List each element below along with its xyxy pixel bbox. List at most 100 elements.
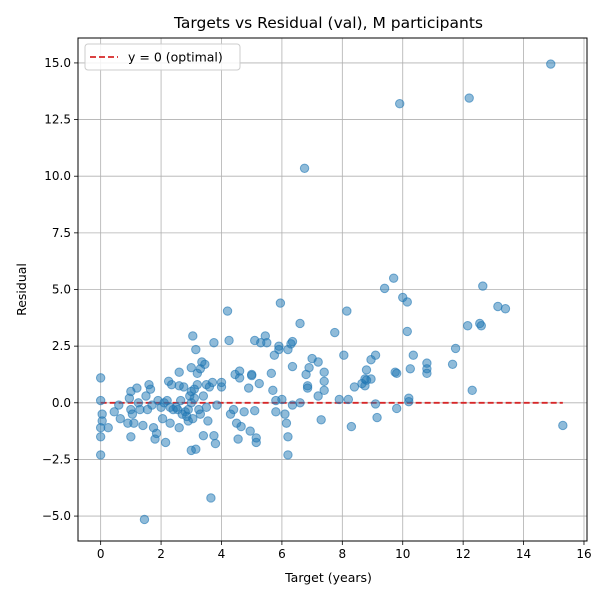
data-point (103, 423, 113, 433)
axis-ticks: 0 2 4 6 8 10 12 14 16 −5.0 −2.5 0.0 2.5 5.0 7.5 10.0 12.… (42, 56, 592, 561)
data-point (319, 367, 329, 377)
data-point (280, 409, 290, 419)
data-point (188, 331, 198, 341)
data-point (319, 385, 329, 396)
data-point (450, 343, 461, 354)
data-point (189, 393, 199, 403)
data-points (95, 59, 568, 525)
data-point (166, 379, 177, 390)
data-point (558, 420, 568, 431)
data-point (379, 283, 390, 294)
data-point (209, 430, 219, 441)
data-point (313, 391, 323, 401)
data-point (239, 407, 249, 417)
y-tick-label: −2.5 (42, 452, 71, 466)
data-point (361, 365, 372, 375)
data-point (224, 335, 234, 346)
data-point (198, 430, 209, 441)
y-tick-label: 10.0 (44, 169, 71, 183)
data-point (275, 298, 286, 308)
data-point (151, 428, 162, 439)
data-point (233, 434, 243, 444)
data-point (283, 450, 293, 460)
data-point (268, 385, 278, 396)
data-point (176, 395, 186, 406)
data-point (95, 373, 106, 383)
data-point (391, 403, 402, 414)
x-tick-label: 10 (395, 547, 410, 561)
data-point (145, 384, 156, 394)
y-tick-label: 7.5 (52, 226, 71, 240)
data-point (391, 368, 402, 379)
data-point (115, 413, 125, 424)
data-point (251, 433, 261, 443)
data-point (174, 367, 184, 377)
data-point (216, 382, 227, 392)
data-point (206, 493, 216, 503)
data-point (201, 402, 212, 413)
data-point (500, 304, 511, 314)
data-point (287, 361, 298, 372)
legend: y = 0 (optimal) (84, 43, 241, 71)
data-point (476, 321, 486, 331)
x-axis-label: Target (years) (284, 570, 372, 585)
y-tick-label: −5.0 (42, 509, 71, 523)
legend-box (84, 43, 241, 71)
data-point (546, 59, 556, 69)
data-point (295, 398, 305, 408)
data-point (160, 437, 171, 448)
data-point (287, 336, 298, 347)
x-tick-label: 14 (516, 547, 531, 561)
y-tick-label: 15.0 (44, 56, 71, 70)
data-point (186, 362, 196, 373)
data-point (467, 385, 477, 396)
data-point (246, 369, 257, 380)
data-point (174, 423, 184, 433)
data-point (188, 413, 198, 424)
data-point (395, 99, 405, 109)
legend-label: y = 0 (optimal) (128, 50, 223, 65)
data-point (129, 418, 139, 428)
data-point (138, 420, 148, 431)
data-point (464, 93, 474, 103)
data-point (422, 368, 432, 379)
y-tick-label: 12.5 (44, 113, 71, 127)
data-point (95, 450, 106, 460)
data-point (370, 350, 381, 360)
y-tick-label: 5.0 (52, 283, 71, 297)
data-point (447, 359, 458, 369)
data-point (405, 364, 415, 374)
x-tick-label: 8 (338, 547, 346, 561)
data-point (198, 391, 209, 401)
y-axis-label: Residual (14, 263, 29, 316)
data-point (139, 514, 150, 525)
data-point (302, 383, 313, 393)
x-tick-label: 0 (97, 547, 105, 561)
data-point (254, 378, 264, 389)
data-point (271, 407, 281, 417)
data-point (462, 321, 473, 331)
data-point (191, 344, 201, 355)
x-tick-label: 2 (157, 547, 165, 561)
data-point (299, 163, 310, 173)
data-point (342, 306, 352, 316)
data-point (281, 418, 292, 428)
x-tick-label: 12 (456, 547, 471, 561)
data-point (319, 376, 329, 386)
data-point (478, 281, 488, 291)
data-point (316, 415, 326, 425)
data-point (222, 306, 233, 316)
data-point (191, 444, 201, 454)
data-point (207, 377, 218, 388)
data-point (141, 391, 151, 401)
data-point (179, 382, 189, 392)
data-point (212, 400, 222, 410)
data-point (126, 432, 136, 442)
data-point (402, 297, 412, 307)
data-point (304, 362, 314, 373)
data-point (109, 407, 119, 417)
data-point (200, 359, 210, 369)
data-point (283, 432, 293, 442)
